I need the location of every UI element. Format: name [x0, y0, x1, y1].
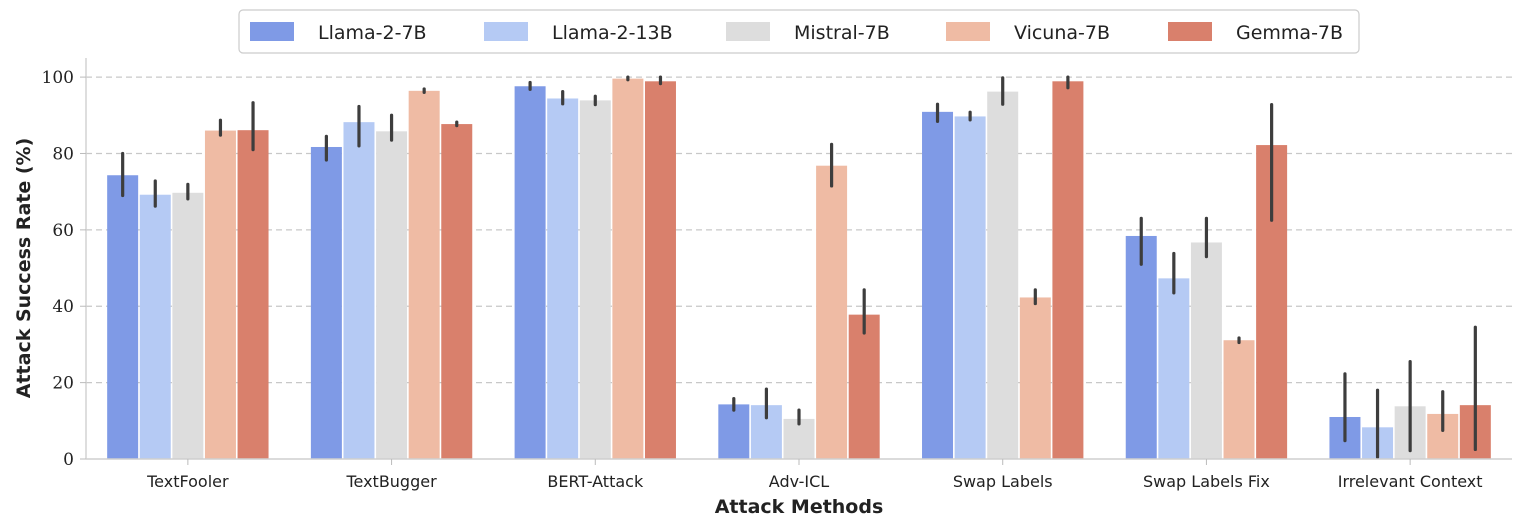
bar: [343, 122, 375, 459]
legend-label: Llama-2-7B: [318, 22, 427, 44]
bar: [579, 100, 611, 460]
y-tick-label: 0: [63, 450, 74, 470]
legend-label: Gemma-7B: [1236, 22, 1343, 44]
bar: [310, 146, 342, 459]
bar: [644, 81, 676, 459]
y-tick-label: 100: [42, 68, 74, 88]
x-tick-label: TextFooler: [146, 472, 229, 491]
bar: [204, 130, 236, 460]
error-bars: [121, 75, 1477, 459]
y-tick-label: 60: [52, 221, 74, 241]
bar: [816, 165, 848, 459]
legend-label: Vicuna-7B: [1014, 22, 1110, 44]
bar: [1019, 297, 1051, 459]
grid-lines: [86, 76, 1512, 384]
bar: [783, 418, 815, 459]
y-tick-label: 80: [52, 144, 74, 164]
bar: [922, 111, 954, 459]
bar: [547, 98, 579, 459]
legend-label: Mistral-7B: [794, 22, 890, 44]
x-tick-label: TextBugger: [345, 472, 437, 491]
x-tick-label: Swap Labels: [953, 472, 1053, 491]
bar: [139, 194, 171, 459]
bar: [441, 124, 473, 460]
legend-label: Llama-2-13B: [552, 22, 673, 44]
bar: [1190, 242, 1222, 459]
x-axis-label: Attack Methods: [715, 496, 884, 518]
legend-swatch: [1168, 22, 1212, 41]
bar: [954, 116, 986, 459]
bar: [987, 91, 1019, 460]
legend-box: [238, 9, 1360, 54]
bar: [612, 78, 644, 459]
x-tick-labels: TextFooler TextBugger BERT-Attack Adv-ICL Sw…: [146, 459, 1483, 491]
bar: [376, 131, 408, 459]
x-tick-label: Irrelevant Context: [1338, 472, 1483, 491]
bar: [1052, 81, 1084, 459]
y-tick-label: 40: [52, 297, 74, 317]
legend-swatch: [946, 22, 990, 41]
x-tick-label: Swap Labels Fix: [1143, 472, 1270, 491]
legend-swatch: [484, 22, 528, 41]
bar: [1125, 235, 1157, 459]
bar: [107, 175, 139, 460]
bar: [237, 130, 269, 459]
axes: [85, 58, 1512, 460]
bar: [1223, 340, 1255, 459]
y-tick-label: 20: [52, 374, 74, 394]
bar: [718, 404, 750, 459]
y-axis-label: Attack Success Rate (%): [13, 138, 35, 399]
bar: [514, 86, 546, 459]
x-tick-label: BERT-Attack: [547, 472, 644, 491]
legend-swatch: [726, 22, 770, 41]
bar: [1158, 278, 1190, 459]
bar: [848, 314, 880, 459]
y-tick-labels: 0 20 40 60 80 100: [42, 68, 86, 470]
bar: [172, 192, 204, 459]
legend: Llama-2-7B Llama-2-13B Mistral-7B Vicuna-7B…: [238, 9, 1360, 54]
bar: [408, 90, 440, 459]
legend-swatch: [250, 22, 294, 41]
x-tick-label: Adv-ICL: [769, 472, 830, 491]
bars: [107, 78, 1491, 460]
